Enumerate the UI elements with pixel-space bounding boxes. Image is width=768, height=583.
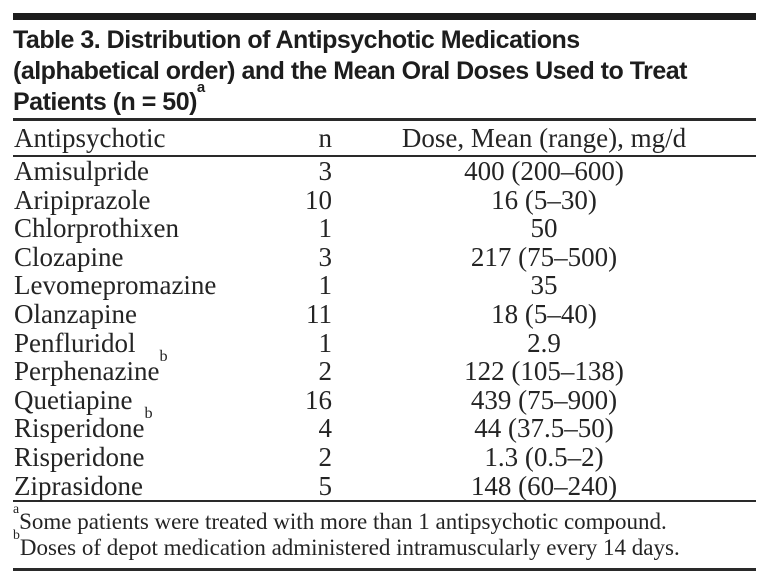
- table-body: Amisulpride 3 400 (200–600) Aripiprazole…: [13, 156, 756, 503]
- n-cell: 11: [306, 298, 332, 329]
- footnote-a-text: Some patients were treated with more tha…: [19, 509, 667, 535]
- drug-name-cell: Chlorprothixen: [13, 214, 279, 243]
- drug-name: Aripiprazole: [14, 184, 151, 215]
- n-cell: 10: [305, 184, 332, 215]
- table-row: Chlorprothixen 1 50: [13, 214, 756, 243]
- drug-name: Levomepromazine: [14, 270, 217, 301]
- title-line-3: Patients (n = 50)a: [13, 80, 756, 118]
- footnote-b-text: Doses of depot medication administered i…: [19, 535, 680, 561]
- n-cell: 1: [318, 270, 333, 301]
- title-footnote-marker-a: a: [196, 79, 205, 97]
- drug-name: Clozapine: [14, 241, 124, 272]
- title-line-3-text: Patients (n = 50): [13, 88, 197, 116]
- dose-cell: 439 (75–900): [470, 384, 618, 415]
- top-rule: [13, 13, 756, 20]
- n-cell: 3: [318, 156, 333, 186]
- drug-name-cell: Risperidoneb: [13, 405, 279, 444]
- dose-cell: 50: [530, 213, 558, 244]
- footnote-a: aSome patients were treated with more th…: [13, 501, 756, 535]
- drug-name: Risperidone: [14, 441, 145, 472]
- footnote-marker: b: [144, 404, 153, 423]
- title-line-2: (alphabetical order) and the Mean Oral D…: [13, 57, 687, 85]
- drug-name: Quetiapine: [14, 384, 133, 415]
- column-header-n: n: [279, 121, 332, 157]
- drug-name-cell: Clozapine: [13, 241, 279, 272]
- drug-name-cell: Levomepromazine: [13, 271, 279, 300]
- drug-name-cell: Aripiprazole: [13, 184, 279, 215]
- drug-name: Olanzapine: [14, 298, 137, 329]
- bottom-rule: [13, 568, 756, 572]
- n-cell: 1: [318, 327, 333, 358]
- n-cell: 4: [318, 413, 333, 444]
- drug-name-cell: Perphenazineb: [13, 348, 279, 387]
- drug-name-cell: Quetiapine: [13, 384, 279, 415]
- dose-cell: 1.3 (0.5–2): [484, 441, 604, 472]
- table-row: Ziprasidone 5 148 (60–240): [13, 470, 756, 503]
- table-row: Levomepromazine 1 35: [13, 271, 756, 300]
- n-cell: 1: [318, 213, 333, 244]
- drug-name: Ziprasidone: [14, 470, 143, 501]
- dose-cell: 16 (5–30): [491, 184, 597, 215]
- drug-name-cell: Amisulpride: [13, 156, 279, 186]
- dose-cell: 18 (5–40): [491, 298, 597, 329]
- title-line-1: Table 3. Distribution of Antipsychotic M…: [13, 26, 580, 54]
- n-cell: 3: [318, 241, 333, 272]
- dose-cell: 122 (105–138): [464, 356, 624, 387]
- table-row: Perphenazineb 2 122 (105–138): [13, 348, 756, 387]
- table-row: Risperidoneb 4 44 (37.5–50): [13, 405, 756, 444]
- footnotes: aSome patients were treated with more th…: [13, 501, 756, 561]
- dose-cell: 217 (75–500): [470, 241, 618, 272]
- footnote-b: bDoses of depot medication administered …: [13, 527, 756, 561]
- column-header-antipsychotic: Antipsychotic: [13, 121, 279, 157]
- n-cell: 5: [279, 471, 332, 503]
- dose-cell: 44 (37.5–50): [474, 413, 614, 444]
- drug-name-cell: Penfluridol: [13, 327, 279, 358]
- drug-name: Penfluridol: [14, 327, 136, 358]
- drug-name-cell: Ziprasidone: [13, 470, 279, 503]
- header-row: Antipsychotic n Dose, Mean (range), mg/d: [13, 121, 756, 157]
- drug-name: Amisulpride: [14, 156, 149, 186]
- table-row: Olanzapine 11 18 (5–40): [13, 300, 756, 329]
- dose-cell: 400 (200–600): [464, 156, 624, 186]
- dose-cell: 35: [530, 270, 558, 301]
- table-row: Clozapine 3 217 (75–500): [13, 241, 756, 272]
- table-title: Table 3. Distribution of Antipsychotic M…: [13, 25, 756, 118]
- column-header-dose: Dose, Mean (range), mg/d: [332, 121, 756, 157]
- table-row: Penfluridol 1 2.9: [13, 327, 756, 358]
- table-row: Aripiprazole 10 16 (5–30): [13, 184, 756, 215]
- dose-cell: 2.9: [527, 327, 561, 358]
- n-cell: 2: [318, 441, 333, 472]
- footnote-marker: b: [159, 347, 168, 366]
- footnote-a-marker: a: [13, 500, 20, 516]
- n-cell: 2: [318, 356, 333, 387]
- footnote-b-marker: b: [13, 526, 20, 542]
- drug-name: Risperidone: [14, 413, 145, 444]
- rule-under-title: [13, 118, 756, 121]
- drug-name: Chlorprothixen: [14, 213, 179, 244]
- drug-name-cell: Olanzapine: [13, 300, 279, 329]
- dose-cell: 148 (60–240): [332, 471, 756, 503]
- n-cell: 16: [305, 384, 332, 415]
- medication-table: Antipsychotic n Dose, Mean (range), mg/d…: [13, 121, 756, 503]
- drug-name: Perphenazine: [14, 356, 160, 387]
- table-row: Amisulpride 3 400 (200–600): [13, 156, 756, 186]
- drug-name-cell: Risperidone: [13, 443, 279, 472]
- table-row: Quetiapine 16 439 (75–900): [13, 384, 756, 415]
- table-row: Risperidone 2 1.3 (0.5–2): [13, 443, 756, 472]
